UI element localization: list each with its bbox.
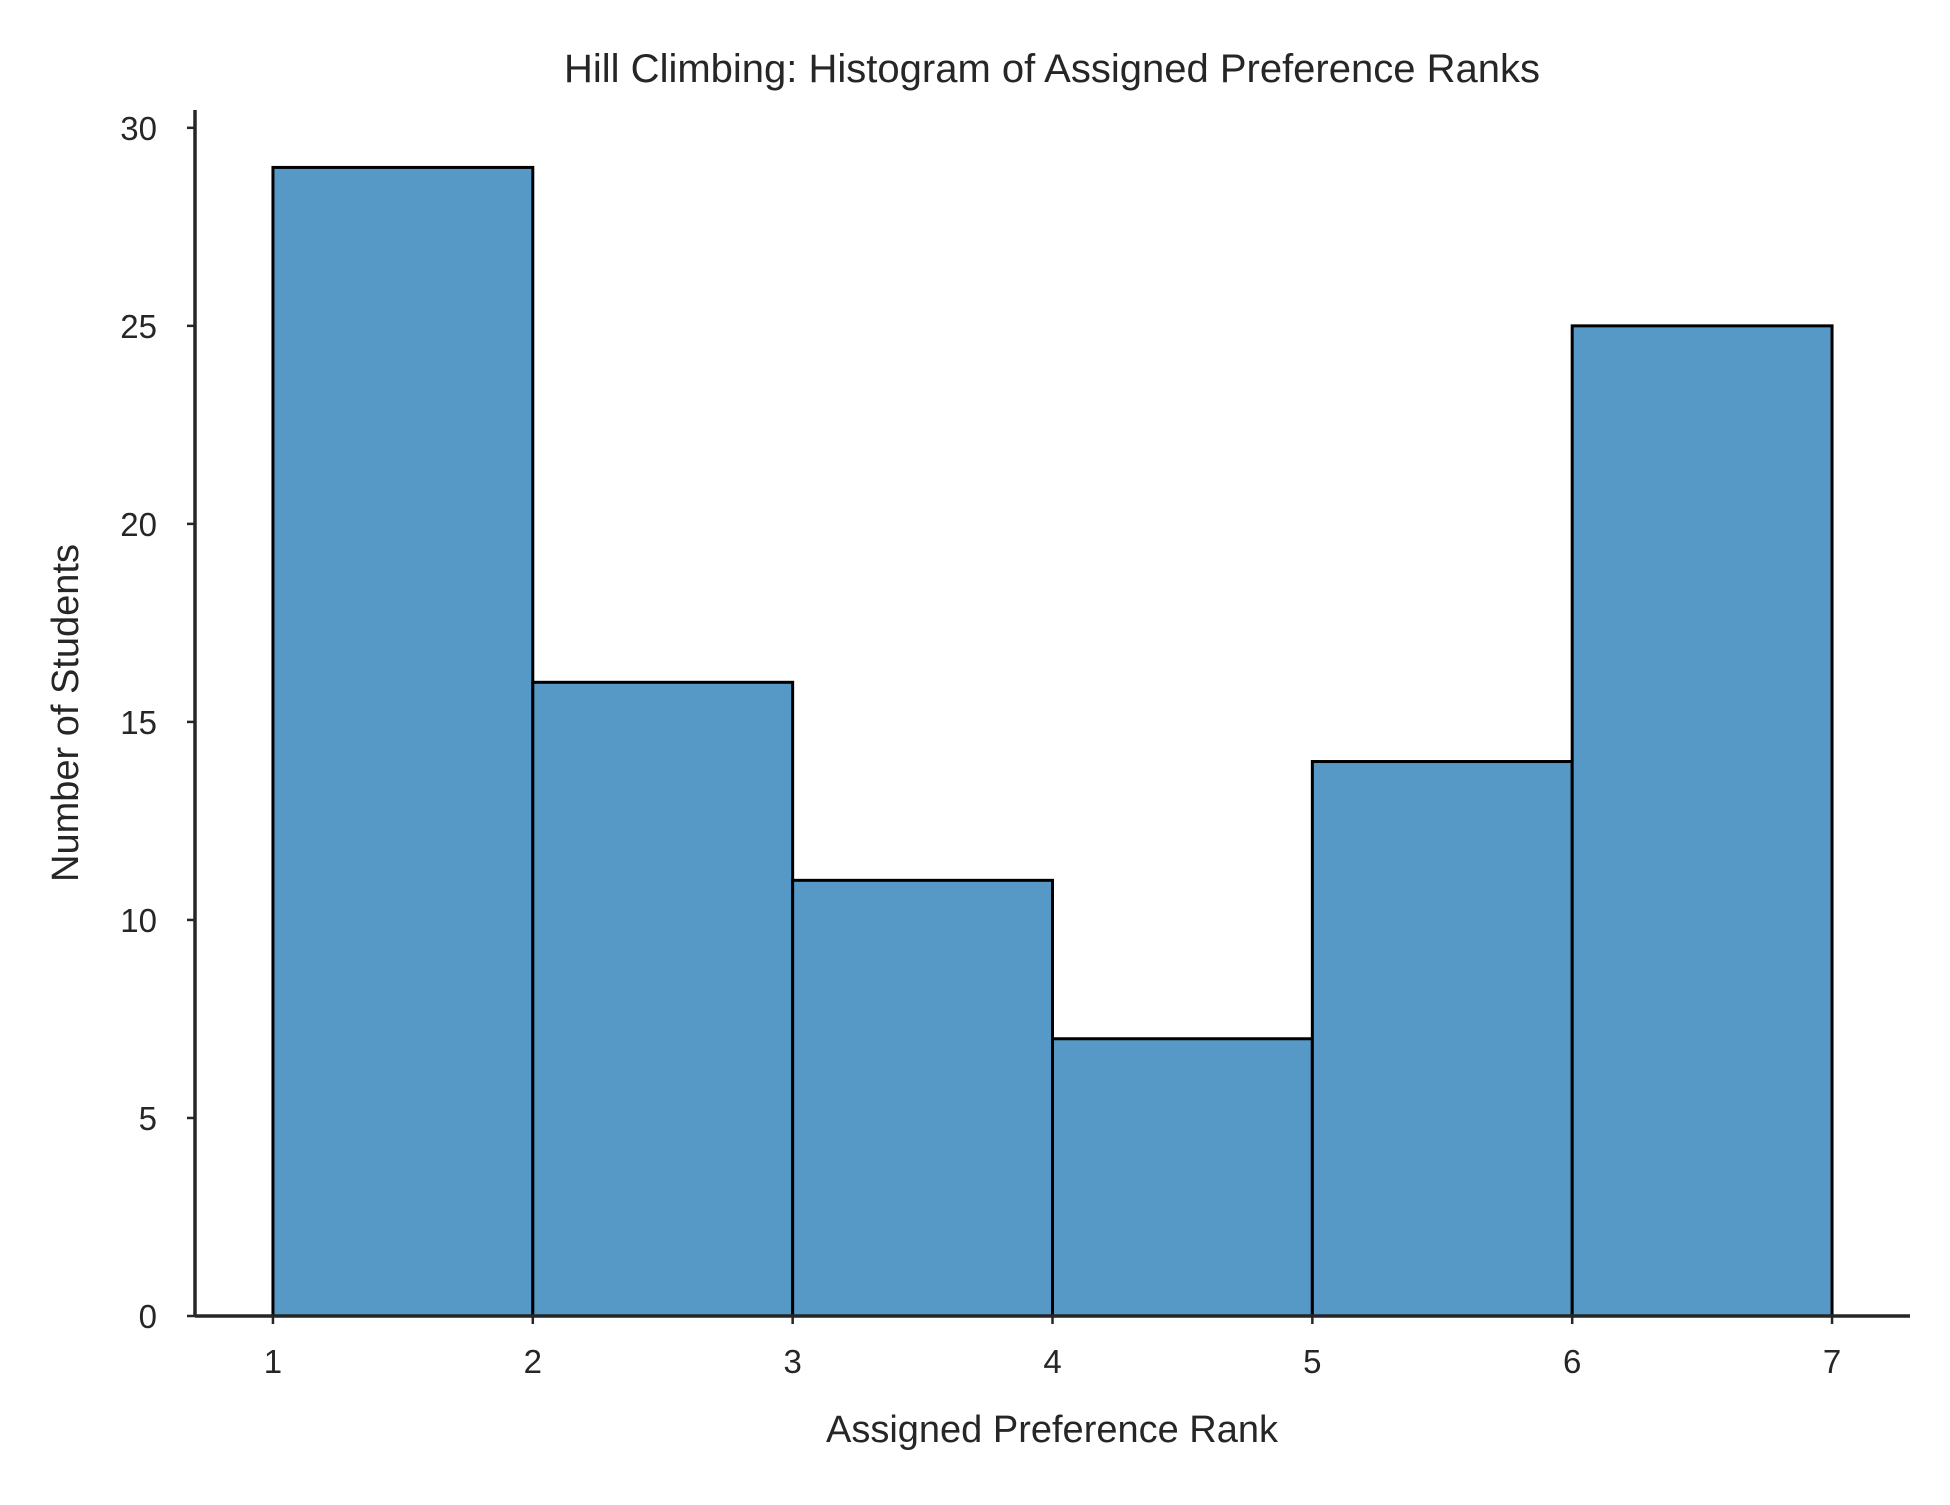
x-axis-label: Assigned Preference Rank	[826, 1409, 1279, 1451]
x-tick-label-1: 1	[264, 1343, 282, 1380]
x-tick-label-7: 7	[1823, 1343, 1841, 1380]
histogram-bar-2	[531, 680, 795, 1318]
y-axis-label: Number of Students	[45, 544, 87, 882]
histogram-bar-5	[1310, 760, 1574, 1318]
y-tick-label-30: 30	[120, 110, 157, 147]
x-tick-label-2: 2	[524, 1343, 542, 1380]
y-tick-label-0: 0	[139, 1298, 157, 1335]
y-tick-label-25: 25	[120, 308, 157, 345]
x-tick-label-4: 4	[1043, 1343, 1061, 1380]
bars-layer	[271, 165, 1834, 1318]
y-tick-label-5: 5	[139, 1100, 157, 1137]
y-tick-label-10: 10	[120, 902, 157, 939]
x-tick-label-6: 6	[1563, 1343, 1581, 1380]
histogram-bar-1	[271, 165, 535, 1318]
ticks-layer: 1 2 3 4 5 6 7 0 5 10 15 20 25 30	[120, 110, 1841, 1380]
histogram-bar-3	[791, 878, 1054, 1318]
x-tick-label-5: 5	[1303, 1343, 1321, 1380]
chart-title: Hill Climbing: Histogram of Assigned Pre…	[564, 47, 1540, 91]
y-tick-label-15: 15	[120, 704, 157, 741]
histogram-bar-4	[1051, 1037, 1314, 1318]
x-tick-label-3: 3	[783, 1343, 801, 1380]
histogram-bar-6	[1570, 324, 1834, 1318]
y-tick-label-20: 20	[120, 506, 157, 543]
